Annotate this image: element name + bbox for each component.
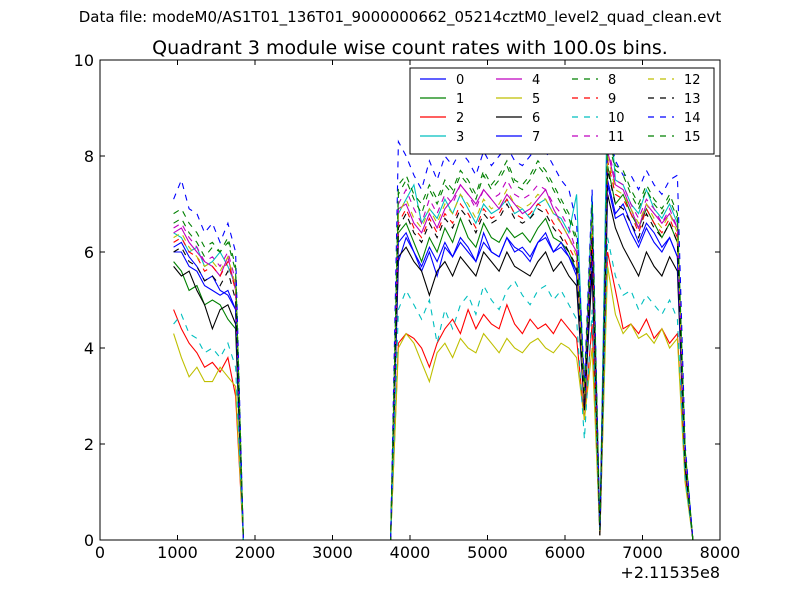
legend-label-15: 15 — [684, 130, 701, 145]
x-tick-label: 5000 — [467, 543, 508, 562]
y-tick-label: 2 — [84, 435, 94, 454]
series-line-11 — [173, 146, 694, 541]
series-line-14 — [173, 127, 694, 541]
series-line-10 — [173, 237, 694, 541]
series-line-15 — [173, 131, 694, 541]
series-line-7 — [173, 184, 694, 541]
y-tick-label: 0 — [84, 531, 94, 550]
legend-label-14: 14 — [684, 111, 701, 126]
y-tick-label: 8 — [84, 147, 94, 166]
series-line-0 — [173, 179, 694, 541]
x-tick-label: 4000 — [390, 543, 431, 562]
legend-label-1: 1 — [456, 92, 464, 107]
legend-label-7: 7 — [532, 130, 540, 145]
legend-label-2: 2 — [456, 111, 464, 126]
y-tick-label: 10 — [74, 51, 94, 70]
legend-label-6: 6 — [532, 111, 540, 126]
series-line-8 — [173, 136, 694, 541]
legend-label-4: 4 — [532, 73, 540, 88]
supertitle: Data file: modeM0/AS1T01_136T01_90000006… — [78, 8, 722, 26]
x-tick-label: 0 — [95, 543, 105, 562]
legend-label-5: 5 — [532, 92, 540, 107]
legend-label-9: 9 — [608, 92, 616, 107]
legend-label-11: 11 — [608, 130, 625, 145]
legend-label-0: 0 — [456, 73, 464, 88]
y-tick-label: 4 — [84, 339, 94, 358]
legend-label-13: 13 — [684, 92, 701, 107]
legend-label-8: 8 — [608, 73, 616, 88]
x-tick-label: 2000 — [235, 543, 276, 562]
x-tick-label: 8000 — [700, 543, 741, 562]
x-offset-label: +2.11535e8 — [620, 563, 720, 582]
y-tick-label: 6 — [84, 243, 94, 262]
x-tick-label: 1000 — [157, 543, 198, 562]
legend-label-3: 3 — [456, 130, 464, 145]
legend-label-10: 10 — [608, 111, 625, 126]
x-tick-label: 3000 — [312, 543, 353, 562]
chart-title: Quadrant 3 module wise count rates with … — [152, 37, 668, 59]
x-tick-label: 6000 — [545, 543, 586, 562]
legend-box — [409, 67, 715, 155]
legend-label-12: 12 — [684, 73, 701, 88]
series-line-5 — [173, 266, 694, 541]
x-tick-label: 7000 — [622, 543, 663, 562]
series-line-2 — [173, 251, 694, 541]
